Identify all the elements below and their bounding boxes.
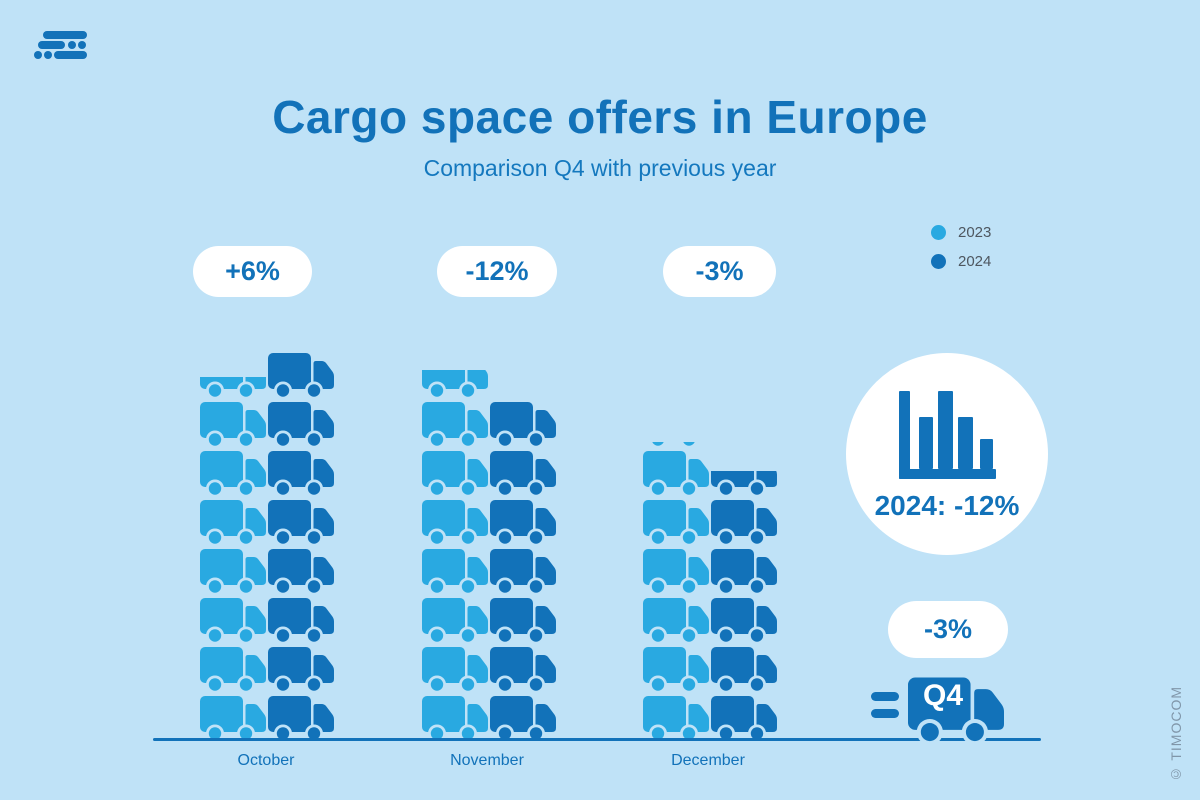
chart-baseline: [153, 738, 1041, 741]
year-stat-text: 2024: -12%: [874, 490, 1020, 521]
truck-icon-2024-october: [268, 499, 334, 547]
truck-icon-2023-december: [643, 597, 709, 645]
q4-truck-label: Q4: [922, 679, 964, 712]
bar-chart-icon: [898, 391, 996, 479]
logo-bar: [38, 41, 65, 49]
legend-label-2024: 2024: [958, 253, 992, 270]
equals-icon: [871, 692, 899, 701]
logo-dot: [34, 51, 42, 59]
truck-icon-2023-december: [643, 548, 709, 596]
logo-dot: [78, 41, 86, 49]
month-label-december: December: [671, 752, 745, 769]
change-badge-october: +6%: [193, 246, 312, 297]
truck-icon-2024-november: [490, 646, 556, 694]
truck-icon-2024-october: [268, 401, 334, 449]
logo-bar: [54, 51, 87, 59]
legend-label-2023: 2023: [958, 224, 992, 241]
logo-dot: [44, 51, 52, 59]
month-label-november: November: [450, 752, 524, 769]
q4-change-badge: -3%: [888, 601, 1008, 658]
change-badge-november: -12%: [437, 246, 557, 297]
partial-truck-icon-2023-december: [643, 442, 709, 447]
timocom-logo-icon: [34, 29, 90, 61]
truck-icon-2024-november: [490, 597, 556, 645]
truck-icon-2024-october: [268, 548, 334, 596]
truck-icon-2024-november: [490, 548, 556, 596]
truck-icon-2023-october: [200, 450, 266, 498]
truck-icon-2023-october: [200, 401, 266, 449]
truck-icon-2023-november: [422, 695, 488, 743]
page-title: Cargo space offers in Europe: [272, 91, 928, 143]
truck-icon-2023-october: [200, 548, 266, 596]
truck-icon-2024-november: [490, 401, 556, 449]
truck-icon-2024-october: [268, 450, 334, 498]
legend-item-2024: 2024: [931, 253, 991, 270]
equals-icon: [871, 709, 899, 718]
partial-truck-icon-2024-december: [711, 471, 777, 496]
truck-icon-2024-november: [490, 499, 556, 547]
truck-icon-2023-december: [643, 646, 709, 694]
truck-icon-2023-november: [422, 401, 488, 449]
truck-icon-2024-december: [711, 597, 777, 645]
year-summary-circle: 2024: -12%: [846, 353, 1048, 555]
truck-icon-2024-december: [711, 499, 777, 547]
truck-icon-2024-october: [268, 695, 334, 743]
truck-icon-2023-october: [200, 597, 266, 645]
truck-icon-2024-december: [711, 695, 777, 743]
truck-icon-2023-november: [422, 597, 488, 645]
truck-icon-2023-october: [200, 646, 266, 694]
page-subtitle: Comparison Q4 with previous year: [423, 155, 777, 181]
legend-item-2023: 2023: [931, 224, 991, 241]
logo-bar: [43, 31, 87, 39]
truck-icon-2023-december: [643, 450, 709, 498]
truck-icon-2023-october: [200, 499, 266, 547]
truck-icon-2024-october: [268, 646, 334, 694]
change-badge-december: -3%: [663, 246, 776, 297]
legend: 2023 2024: [931, 224, 991, 282]
truck-icon-2024-december: [711, 646, 777, 694]
partial-truck-icon-2023-october: [200, 377, 266, 398]
truck-icon-2023-december: [643, 695, 709, 743]
logo-dot: [68, 41, 76, 49]
truck-icon-2024-november: [490, 695, 556, 743]
truck-icon-2024-december: [711, 548, 777, 596]
truck-icon-2024-november: [490, 450, 556, 498]
truck-icon-2024-october: [268, 597, 334, 645]
truck-icon-2023-november: [422, 548, 488, 596]
legend-dot-2023-icon: [931, 225, 946, 240]
truck-icon-2024-october: [268, 352, 334, 400]
truck-icon-2023-november: [422, 450, 488, 498]
truck-icon-2023-october: [200, 695, 266, 743]
partial-truck-icon-2023-november: [422, 370, 488, 398]
truck-icon-2023-november: [422, 646, 488, 694]
legend-dot-2024-icon: [931, 254, 946, 269]
month-label-october: October: [237, 752, 295, 769]
truck-icon-2023-november: [422, 499, 488, 547]
truck-icon-2023-december: [643, 499, 709, 547]
q4-truck-icon: Q4: [908, 676, 1004, 746]
copyright-text: © TIMOCOM: [1168, 685, 1184, 782]
